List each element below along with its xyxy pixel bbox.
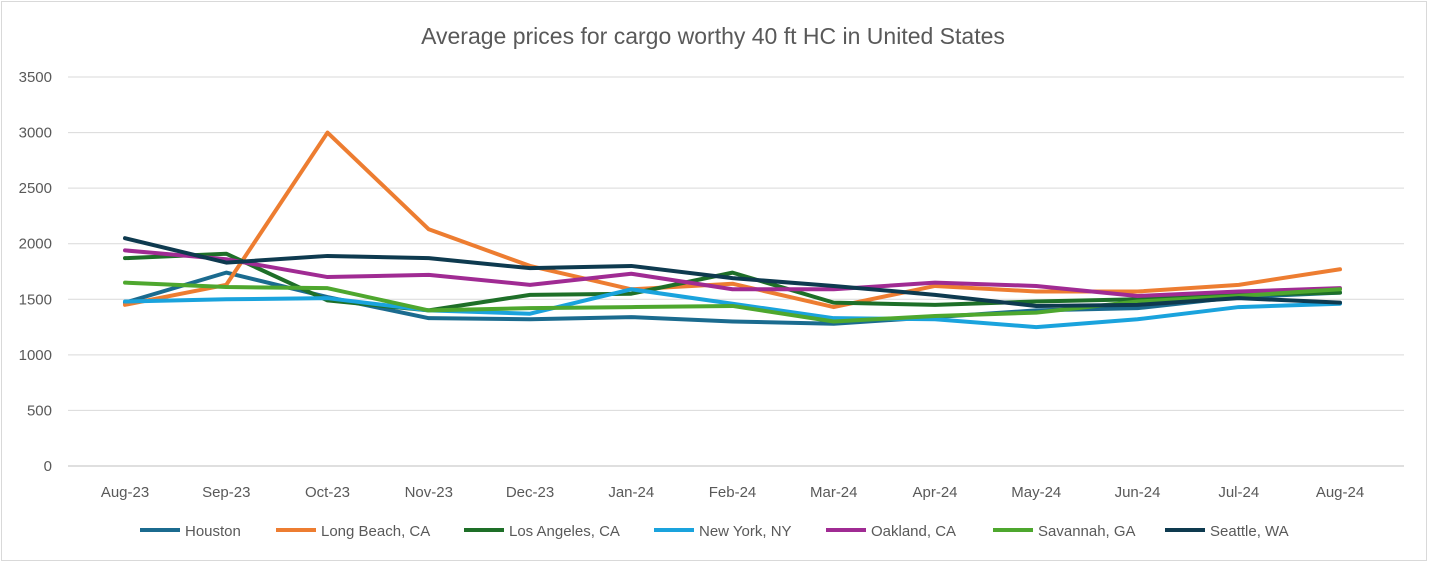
x-tick-label: Aug-24 [1316,484,1364,501]
y-tick-label: 1500 [19,291,52,308]
series-line [123,280,1342,324]
x-tick-label: Oct-23 [305,484,350,501]
series-line [123,248,1342,298]
legend-label: Long Beach, CA [321,523,430,540]
legend-label: New York, NY [699,523,792,540]
x-tick-label: Jan-24 [608,484,654,501]
y-tick-label: 2500 [19,180,52,197]
legend-label: Houston [185,523,241,540]
x-tick-label: Nov-23 [405,484,453,501]
legend-label: Los Angeles, CA [509,523,620,540]
y-tick-label: 3500 [19,69,52,86]
x-tick-label: Jul-24 [1218,484,1259,501]
x-tick-label: Feb-24 [709,484,757,501]
x-tick-label: Sep-23 [202,484,250,501]
legend-label: Savannah, GA [1038,523,1136,540]
chart-title: Average prices for cargo worthy 40 ft HC… [421,23,1005,49]
y-tick-label: 3000 [19,125,52,142]
legend-label: Seattle, WA [1210,523,1289,540]
legend-label: Oakland, CA [871,523,956,540]
series-line [123,130,1342,310]
y-tick-label: 500 [27,402,52,419]
series-line [123,251,1342,313]
y-tick-label: 0 [44,458,52,475]
x-tick-label: Aug-23 [101,484,149,501]
x-tick-label: Apr-24 [912,484,957,501]
series-line [123,287,1342,330]
x-tick-label: Jun-24 [1115,484,1161,501]
x-tick-label: Mar-24 [810,484,858,501]
x-tick-label: May-24 [1011,484,1061,501]
series-line [123,236,1342,308]
y-tick-label: 1000 [19,347,52,364]
x-tick-label: Dec-23 [506,484,554,501]
y-tick-label: 2000 [19,236,52,253]
